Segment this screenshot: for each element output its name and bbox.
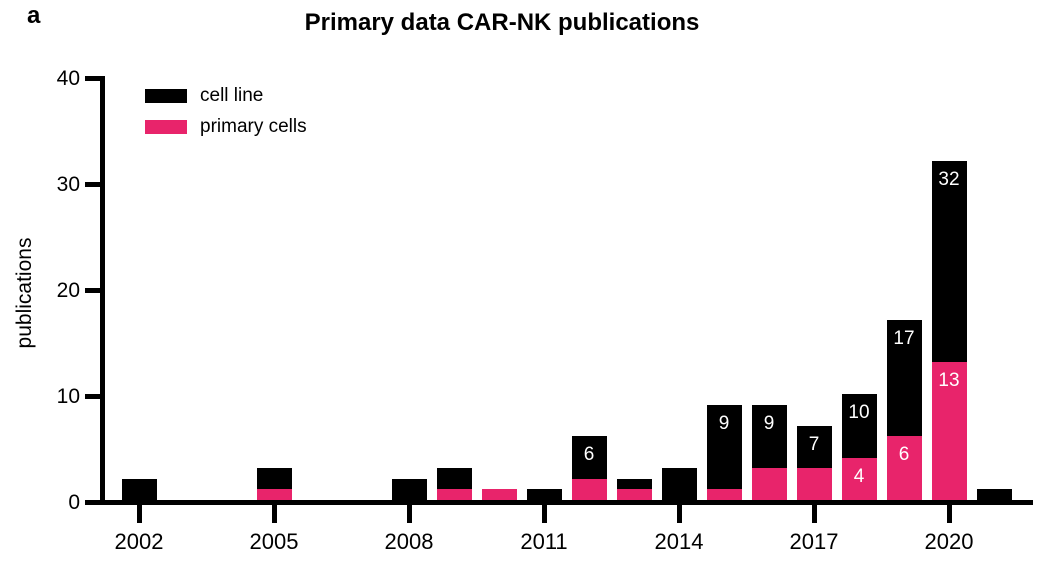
y-tick-40 (85, 76, 100, 81)
x-tick-label-2017: 2017 (789, 529, 839, 554)
bar-2015-primary-cells (706, 489, 742, 500)
x-tick-label-2020: 2020 (924, 529, 974, 554)
legend-item-cell-line: cell line (145, 85, 307, 107)
bar-2020-total-label: 32 (938, 168, 960, 190)
bar-2017-total-label: 7 (808, 433, 820, 455)
bar-2017-cell-line (796, 425, 832, 469)
primary-cells-swatch (145, 120, 187, 134)
bar-2005-cell-line (256, 468, 292, 490)
bar-2016-cell-line (751, 404, 787, 469)
bar-2012-primary-cells (571, 478, 607, 500)
bar-2002-cell-line (121, 478, 157, 500)
bar-2014-cell-line (661, 468, 697, 500)
bar-2020-primary-cells (931, 362, 967, 500)
legend: cell line primary cells (145, 85, 307, 147)
y-tick-label-30: 30 (56, 172, 80, 196)
bar-2017-primary-cells (796, 468, 832, 500)
bar-2021-cell-line (976, 489, 1012, 500)
x-tick-2008 (406, 505, 412, 523)
y-tick-30 (85, 182, 100, 187)
bar-2020-primary-cells-label: 13 (938, 370, 960, 392)
bar-2016-total-label: 9 (763, 412, 775, 434)
cell-line-swatch (145, 89, 187, 103)
panel-label: a (27, 2, 41, 29)
y-tick-label-10: 10 (56, 384, 80, 408)
bar-2012-cell-line (571, 436, 607, 479)
bar-2013-cell-line (616, 478, 652, 490)
bar-2018-primary-cells (841, 457, 877, 500)
x-tick-2011 (541, 505, 547, 523)
bar-2019-primary-cells-label: 6 (898, 444, 910, 466)
y-tick-label-40: 40 (56, 66, 80, 90)
x-tick-label-2008: 2008 (384, 529, 434, 554)
bar-2019-cell-line (886, 319, 922, 437)
legend-label-cell-line: cell line (200, 85, 264, 106)
x-tick-2017 (811, 505, 817, 523)
bar-2009-primary-cells (436, 489, 472, 500)
legend-label-primary-cells: primary cells (200, 116, 307, 137)
bar-2012-total-label: 6 (583, 444, 595, 466)
bar-2019-primary-cells (886, 436, 922, 500)
bar-2018-total-label: 10 (848, 402, 870, 423)
y-tick-label-20: 20 (56, 278, 80, 302)
chart-title: Primary data CAR-NK publications (304, 9, 700, 36)
bar-2009-cell-line (436, 468, 472, 490)
bar-2016-primary-cells (751, 468, 787, 500)
x-tick-2002 (136, 505, 142, 523)
y-tick-label-0: 0 (68, 490, 80, 514)
x-tick-2020 (946, 505, 952, 523)
y-tick-0 (85, 500, 100, 505)
bar-2019-total-label: 17 (893, 327, 915, 349)
bar-2008-cell-line (391, 478, 427, 500)
x-tick-2005 (271, 505, 277, 523)
bar-2015-total-label: 9 (718, 412, 730, 434)
bar-2018-cell-line (841, 394, 877, 458)
y-tick-10 (85, 394, 100, 399)
y-tick-20 (85, 288, 100, 293)
bar-2018-primary-cells-label: 4 (853, 465, 865, 487)
bar-2010-primary-cells (481, 489, 517, 500)
y-axis-line (100, 76, 105, 505)
x-tick-label-2005: 2005 (249, 529, 299, 554)
x-axis-line (85, 500, 1033, 505)
x-tick-label-2014: 2014 (654, 529, 704, 554)
legend-item-primary-cells: primary cells (145, 116, 307, 138)
bar-2020-cell-line (931, 160, 967, 363)
x-tick-label-2002: 2002 (114, 529, 164, 554)
bar-2013-primary-cells (616, 489, 652, 500)
bar-2015-cell-line (706, 404, 742, 490)
x-tick-label-2011: 2011 (520, 529, 568, 554)
bar-2011-cell-line (526, 489, 562, 500)
x-tick-2014 (676, 505, 682, 523)
bar-2005-primary-cells (256, 489, 292, 500)
